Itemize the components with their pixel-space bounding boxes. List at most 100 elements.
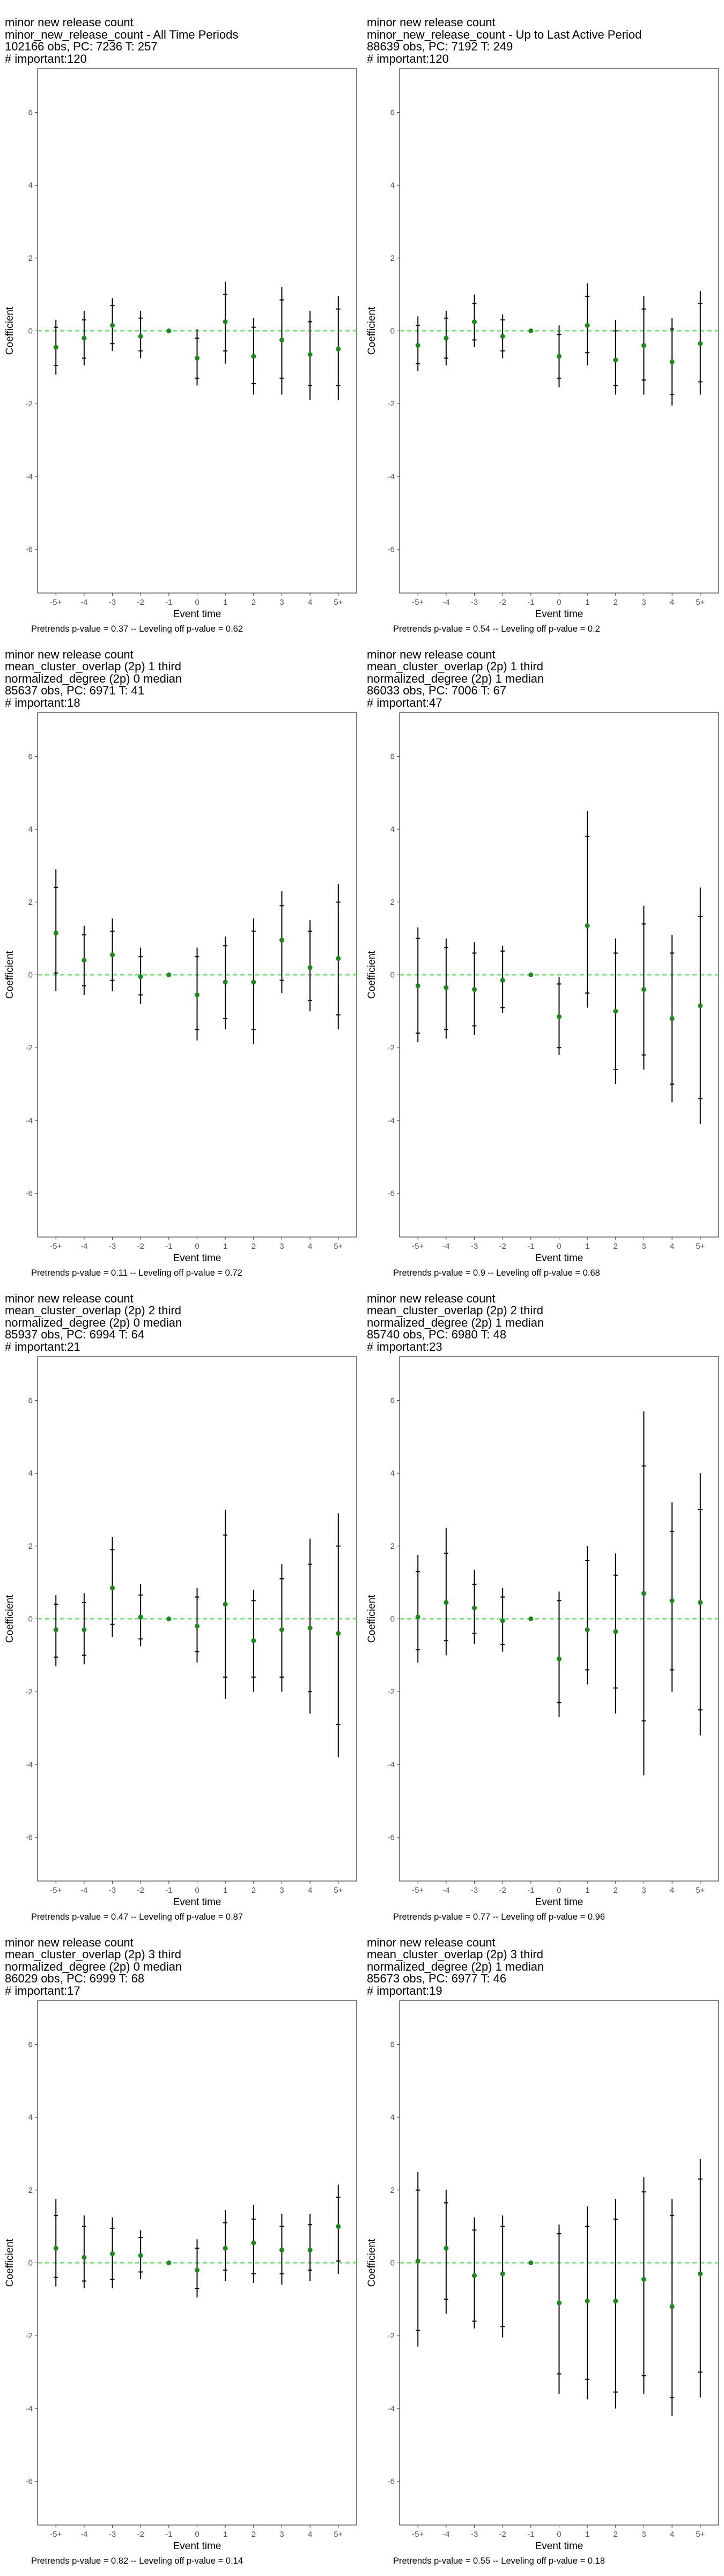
x-tick-label: -4 (80, 1242, 87, 1251)
y-tick-label: -6 (388, 1189, 395, 1198)
chart-title-line: normalized_degree (2p) 0 median (5, 671, 182, 685)
chart-title-line: mean_cluster_overlap (2p) 1 third (5, 660, 181, 673)
y-tick-label: 6 (390, 752, 395, 761)
y-tick-label: -6 (388, 545, 395, 554)
estimate-point (223, 2245, 228, 2251)
chart-title-line: minor new release count (5, 647, 134, 661)
chart-title-line: normalized_degree (2p) 1 median (367, 1315, 544, 1329)
estimate-point (472, 1605, 477, 1611)
x-tick-label: -4 (442, 1242, 449, 1251)
x-tick-label: -5+ (412, 1886, 424, 1895)
y-tick-label: 4 (28, 181, 33, 190)
y-tick-label: 4 (390, 181, 395, 190)
x-tick-label: -2 (499, 1886, 506, 1895)
estimate-point (110, 323, 115, 328)
chart-title-line: 85637 obs, PC: 6971 T: 41 (5, 684, 145, 697)
chart-plot: -6 -4 -2 0 2 4 6 Coefficient -5+ -4 -3 -2 -1 0 1 2 3 4 5+ E… (4, 712, 357, 1264)
x-tick-label: -2 (137, 2530, 144, 2539)
estimate-point (82, 957, 87, 963)
x-tick-label: -4 (80, 2530, 87, 2539)
estimate-point (444, 985, 449, 990)
x-tick-label: 0 (557, 1886, 561, 1895)
estimate-point (279, 938, 284, 943)
x-tick-label: 2 (614, 598, 618, 607)
x-tick-label: 3 (641, 1886, 646, 1895)
estimate-point (528, 1616, 534, 1621)
x-tick-label: 2 (614, 2530, 618, 2539)
x-axis-title: Event time (535, 1253, 583, 1264)
x-tick-label: -1 (527, 1886, 534, 1895)
estimate-point (415, 1614, 420, 1620)
y-tick-label: 2 (390, 2186, 395, 2195)
chart-plot: -6 -4 -2 0 2 4 6 Coefficient -5+ -4 -3 -2 -1 0 1 2 3 4 5+ E… (4, 2000, 357, 2552)
estimate-point (279, 2248, 284, 2253)
chart-plot: -6 -4 -2 0 2 4 6 Coefficient -5+ -4 -3 -2 -1 0 1 2 3 4 5+ E… (4, 68, 357, 620)
x-axis-title: Event time (535, 1897, 583, 1908)
estimate-point (613, 1629, 618, 1634)
estimate-point (641, 343, 646, 348)
x-tick-label: 5+ (334, 1886, 343, 1895)
x-tick-label: 3 (641, 2530, 646, 2539)
y-tick-label: 4 (28, 825, 33, 834)
estimate-point (223, 979, 228, 985)
estimate-point (53, 345, 58, 350)
estimate-point (557, 1014, 562, 1020)
y-tick-label: 0 (390, 2259, 395, 2268)
estimate-point (82, 335, 87, 341)
chart-title-line: # important:120 (367, 52, 449, 65)
estimate-point (195, 1623, 200, 1629)
chart-title: minor new release count minor_new_release… (367, 16, 721, 65)
y-axis-title: Coefficient (366, 2238, 378, 2287)
y-tick-label: -2 (388, 2331, 395, 2340)
estimate-point (166, 328, 172, 333)
y-tick-label: 6 (28, 752, 33, 761)
y-tick-label: -2 (388, 1043, 395, 1052)
x-tick-label: -3 (109, 1886, 116, 1895)
x-tick-label: 2 (614, 1886, 618, 1895)
y-tick-label: -6 (388, 2477, 395, 2486)
chart-title-line: # important:19 (367, 1984, 442, 1997)
estimate-point (307, 965, 313, 970)
x-tick-label: 4 (670, 2530, 674, 2539)
y-tick-label: 4 (390, 825, 395, 834)
estimate-point (528, 2260, 534, 2265)
estimate-point (336, 956, 341, 961)
y-axis-title: Coefficient (4, 2238, 16, 2287)
x-tick-label: 0 (557, 598, 561, 607)
chart-plot: -6 -4 -2 0 2 4 6 Coefficient -5+ -4 -3 -2 -1 0 1 2 3 4 5+ E… (4, 1356, 357, 1908)
x-tick-label: -4 (80, 598, 87, 607)
x-tick-label: 4 (308, 598, 312, 607)
x-tick-label: -5+ (50, 1886, 62, 1895)
chart-title-line: 86033 obs, PC: 7006 T: 67 (367, 684, 507, 697)
x-tick-label: 1 (223, 1886, 227, 1895)
estimate-point (110, 1585, 115, 1591)
estimate-point (500, 1618, 505, 1623)
y-tick-label: 0 (390, 1615, 395, 1624)
x-axis-title: Event time (173, 1253, 221, 1264)
estimate-point (251, 354, 256, 359)
chart-title-line: minor new release count (367, 1291, 496, 1305)
x-tick-label: 0 (195, 1886, 199, 1895)
y-tick-label: -2 (26, 1043, 33, 1052)
y-tick-label: -6 (388, 1833, 395, 1842)
estimate-point (444, 1600, 449, 1605)
estimate-point (53, 2245, 58, 2251)
x-tick-label: 1 (223, 2530, 227, 2539)
x-tick-label: -1 (165, 598, 172, 607)
estimate-point (585, 1627, 590, 1633)
estimate-point (223, 1601, 228, 1607)
estimate-point (415, 343, 420, 348)
pretrends-caption: Pretrends p-value = 0.37 -- Leveling off… (31, 624, 243, 634)
estimate-point (444, 2245, 449, 2251)
pretrends-caption: Pretrends p-value = 0.82 -- Leveling off… (31, 2556, 243, 2566)
y-tick-label: 0 (28, 327, 33, 336)
x-tick-label: 5+ (696, 2530, 705, 2539)
estimate-point (641, 987, 646, 992)
y-tick-label: -2 (26, 1687, 33, 1696)
estimate-point (698, 2271, 703, 2277)
chart-title-line: mean_cluster_overlap (2p) 2 third (5, 1304, 181, 1317)
x-tick-label: 4 (308, 2530, 312, 2539)
y-tick-label: 2 (390, 254, 395, 263)
x-tick-label: -3 (471, 2530, 478, 2539)
x-tick-label: -2 (137, 1886, 144, 1895)
